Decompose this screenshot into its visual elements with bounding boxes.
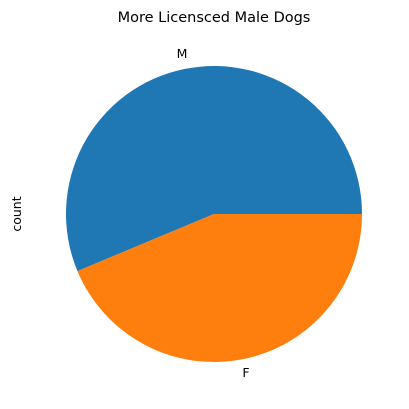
pie-slice-f	[77, 214, 363, 362]
pie-slices	[65, 66, 363, 362]
y-axis-label: count	[9, 196, 24, 231]
pie-label-f: F	[242, 365, 249, 380]
pie-labels: MF	[177, 46, 250, 380]
pie-slice-m	[65, 66, 362, 272]
pie-label-m: M	[177, 46, 188, 61]
chart-title: More Licensced Male Dogs	[118, 10, 311, 26]
